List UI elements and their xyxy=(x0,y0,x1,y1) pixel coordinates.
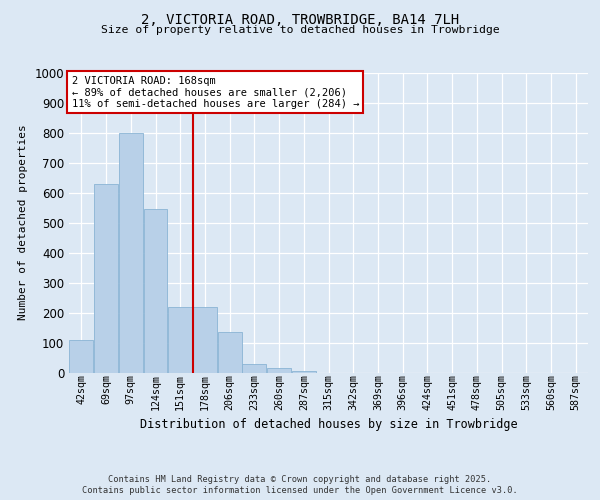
X-axis label: Distribution of detached houses by size in Trowbridge: Distribution of detached houses by size … xyxy=(140,418,517,431)
Bar xyxy=(94,184,118,372)
Text: Contains public sector information licensed under the Open Government Licence v3: Contains public sector information licen… xyxy=(82,486,518,495)
Bar xyxy=(143,209,167,372)
Bar xyxy=(119,132,143,372)
Y-axis label: Number of detached properties: Number of detached properties xyxy=(17,124,28,320)
Bar xyxy=(168,306,192,372)
Bar xyxy=(193,306,217,372)
Bar xyxy=(292,371,316,372)
Bar xyxy=(267,368,291,372)
Bar xyxy=(218,332,242,372)
Text: 2, VICTORIA ROAD, TROWBRIDGE, BA14 7LH: 2, VICTORIA ROAD, TROWBRIDGE, BA14 7LH xyxy=(141,12,459,26)
Bar xyxy=(242,364,266,372)
Bar xyxy=(70,340,94,372)
Text: 2 VICTORIA ROAD: 168sqm
← 89% of detached houses are smaller (2,206)
11% of semi: 2 VICTORIA ROAD: 168sqm ← 89% of detache… xyxy=(71,76,359,108)
Text: Size of property relative to detached houses in Trowbridge: Size of property relative to detached ho… xyxy=(101,25,499,35)
Text: Contains HM Land Registry data © Crown copyright and database right 2025.: Contains HM Land Registry data © Crown c… xyxy=(109,475,491,484)
